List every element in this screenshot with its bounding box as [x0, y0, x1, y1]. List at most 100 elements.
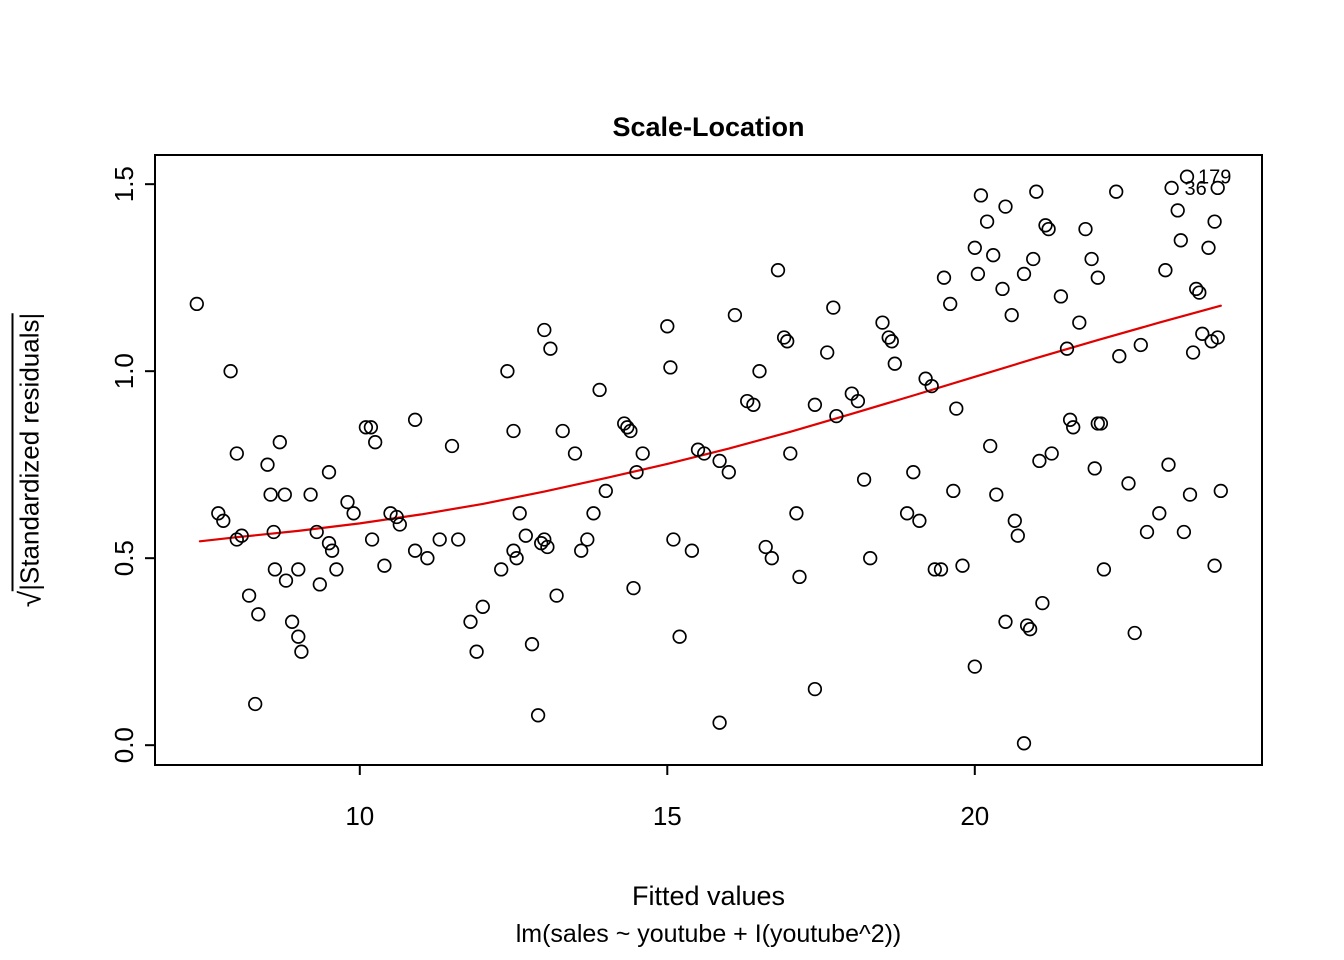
data-point — [1007, 513, 1022, 528]
data-point — [780, 334, 795, 349]
data-point — [211, 506, 226, 521]
data-point — [973, 188, 989, 203]
plot-box — [154, 154, 1263, 766]
x-tick-label: 15 — [653, 801, 682, 831]
data-point — [1016, 266, 1032, 282]
data-point — [983, 438, 998, 454]
data-point — [1072, 315, 1087, 330]
model-formula-label: lm(sales ~ youtube + I(youtube^2)) — [515, 920, 902, 948]
data-point — [933, 562, 949, 577]
data-point — [949, 401, 964, 416]
data-point — [368, 435, 383, 450]
data-point — [251, 607, 266, 622]
data-point — [291, 629, 306, 644]
data-point — [1201, 240, 1216, 255]
data-point — [906, 465, 921, 480]
data-point — [346, 506, 361, 521]
data-point — [1173, 233, 1188, 248]
data-point — [592, 382, 607, 398]
data-point — [1158, 263, 1173, 278]
data-point — [912, 513, 927, 528]
data-point — [1127, 625, 1142, 641]
data-point — [684, 543, 700, 558]
y-tick-label: 1.0 — [109, 353, 139, 389]
data-point — [807, 681, 823, 697]
data-point — [770, 263, 786, 278]
data-point — [1066, 420, 1081, 435]
data-point — [223, 364, 238, 379]
data-point-outlier — [1210, 180, 1225, 196]
data-point — [1185, 345, 1201, 360]
data-point — [475, 599, 490, 614]
data-point — [272, 435, 287, 450]
data-point — [1161, 457, 1176, 472]
data-point — [540, 539, 555, 555]
x-axis-label: Fitted values — [631, 881, 786, 911]
data-point — [363, 420, 379, 435]
data-point — [407, 412, 423, 427]
data-point — [463, 614, 478, 629]
data-point — [312, 577, 327, 592]
data-point — [1109, 184, 1124, 199]
data-point — [267, 562, 283, 577]
data-point — [1010, 528, 1025, 543]
data-point — [792, 569, 807, 585]
data-point — [807, 397, 823, 412]
data-point — [1022, 622, 1038, 637]
data-point — [241, 588, 257, 603]
data-point — [1059, 341, 1075, 356]
data-point — [927, 562, 942, 577]
data-point — [697, 446, 712, 461]
data-point — [946, 483, 961, 499]
data-point — [998, 614, 1013, 629]
data-point — [278, 573, 294, 588]
data-point — [820, 345, 835, 360]
data-point — [727, 307, 743, 323]
data-point — [537, 322, 552, 338]
data-point — [324, 543, 340, 558]
data-point — [881, 330, 896, 345]
data-point — [829, 408, 844, 424]
data-point — [936, 270, 952, 285]
data-point — [986, 248, 1001, 263]
data-point — [663, 360, 678, 375]
data-point — [506, 423, 521, 439]
data-point — [509, 551, 524, 566]
data-point — [1004, 307, 1019, 323]
data-point — [875, 315, 890, 330]
data-point — [1096, 562, 1112, 577]
data-point — [924, 378, 939, 394]
data-point — [1207, 214, 1222, 229]
data-point — [321, 536, 337, 551]
data-point — [1164, 180, 1179, 196]
data-point — [580, 532, 595, 547]
data-point — [1133, 337, 1148, 353]
data-point — [234, 528, 249, 543]
data-point — [574, 543, 589, 558]
data-point — [364, 532, 380, 547]
data-point — [518, 528, 533, 543]
data-point — [321, 465, 337, 480]
data-point — [266, 524, 281, 540]
data-point — [543, 341, 558, 356]
data-point — [856, 472, 872, 487]
data-point — [1044, 446, 1059, 461]
data-point — [1062, 412, 1078, 427]
data-point — [469, 644, 484, 659]
data-point — [635, 446, 650, 461]
data-point — [1112, 349, 1127, 364]
data-point — [1032, 453, 1047, 469]
data-point — [1170, 203, 1185, 218]
data-point — [752, 364, 767, 379]
data-point — [884, 334, 899, 349]
data-point — [248, 696, 263, 712]
data-point — [309, 524, 324, 540]
data-point — [530, 708, 546, 723]
data-point — [329, 562, 344, 577]
data-point — [789, 506, 804, 521]
data-point — [629, 465, 644, 480]
data-point — [1078, 221, 1093, 237]
data-point — [512, 506, 527, 521]
data-point — [358, 420, 374, 435]
